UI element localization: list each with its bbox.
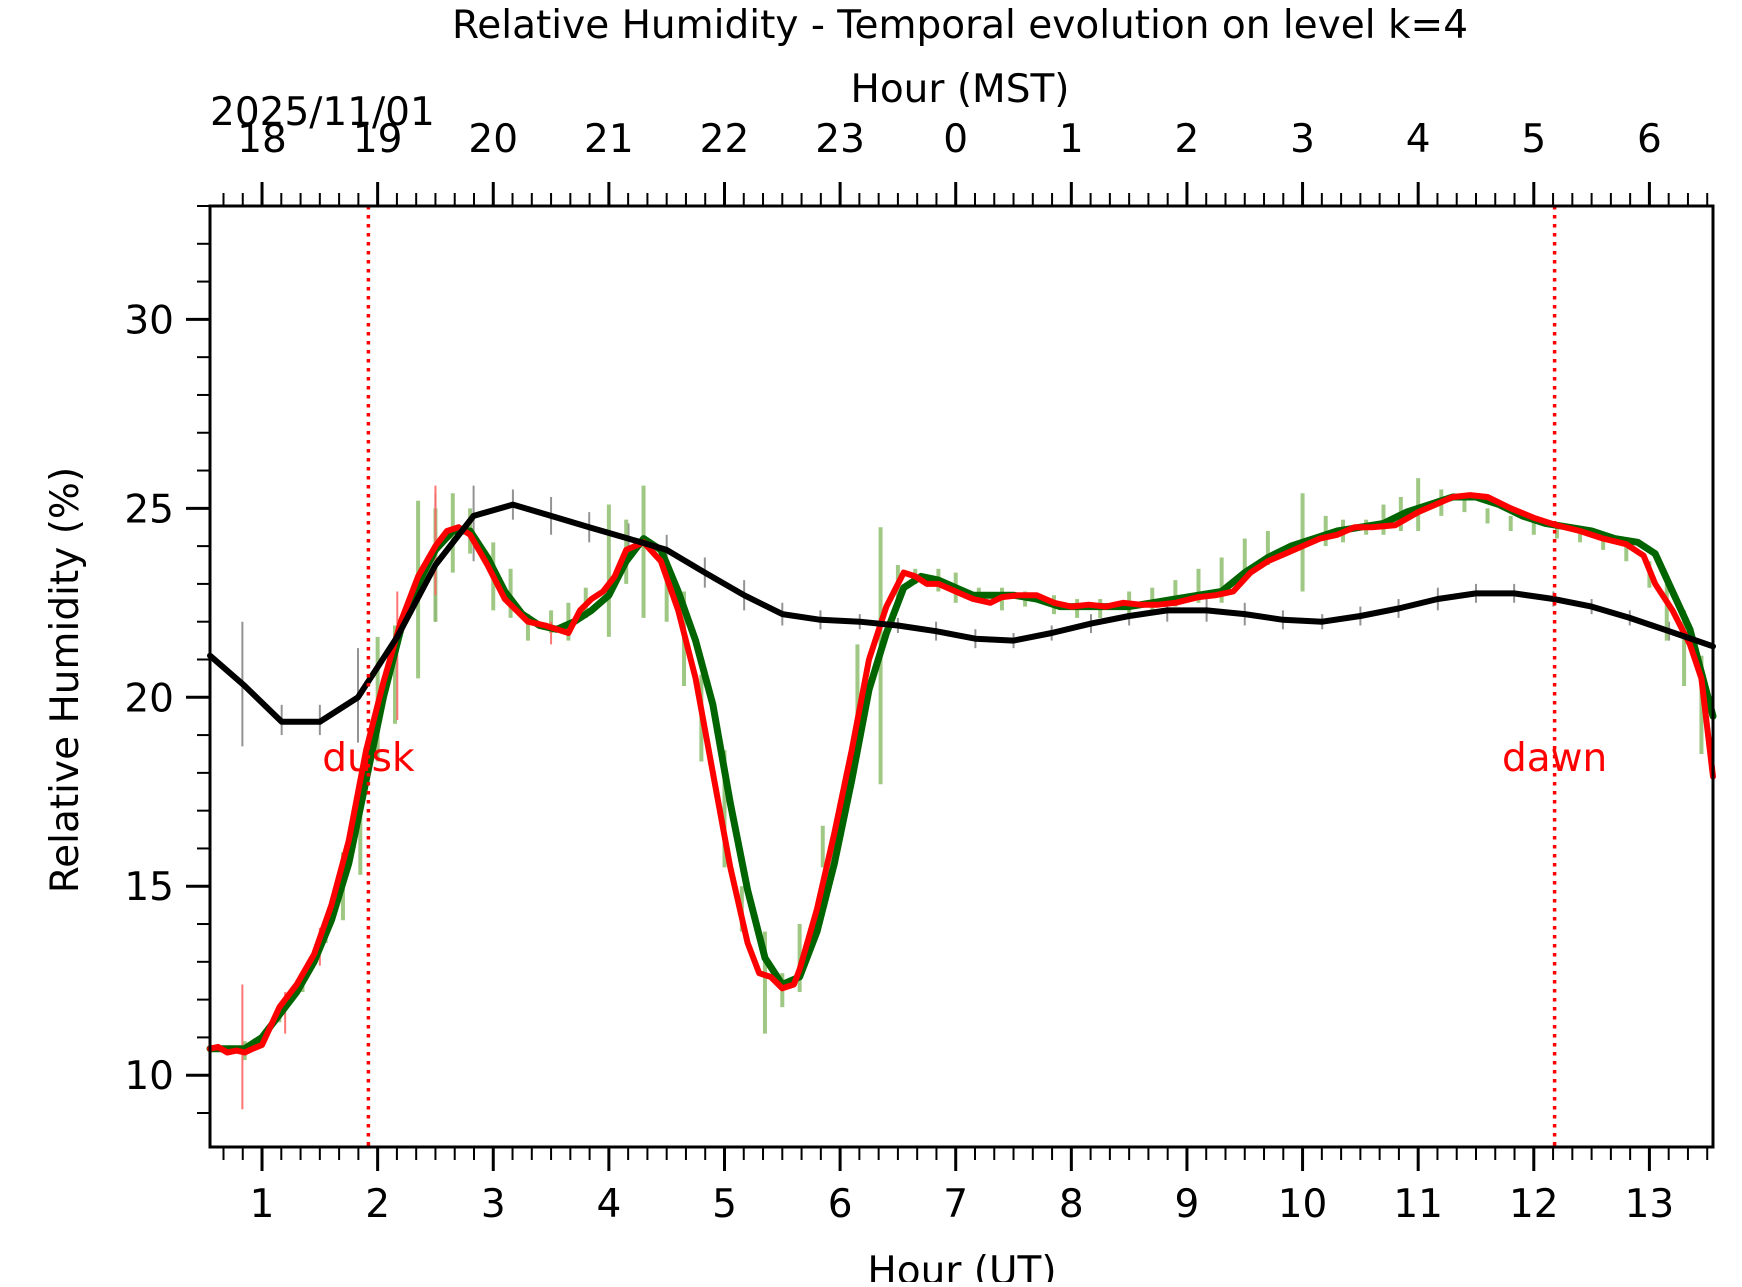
top-x-tick-label: 5: [1521, 117, 1546, 162]
y-tick-label: 15: [124, 865, 174, 910]
x-tick-label: 5: [712, 1182, 737, 1227]
top-x-tick-label: 21: [584, 117, 634, 162]
top-x-tick-label: 4: [1406, 117, 1431, 162]
model-line: [207, 501, 1716, 725]
x-tick-label: 3: [481, 1182, 506, 1227]
y-tick-label: 30: [124, 298, 174, 343]
top-x-tick-label: 19: [353, 117, 403, 162]
top-x-tick-label: 20: [468, 117, 518, 162]
y-tick-label: 20: [124, 676, 174, 721]
x-tick-label: 6: [828, 1182, 853, 1227]
top-x-tick-label: 22: [700, 117, 750, 162]
series-lines: [206, 492, 1717, 1056]
x-tick-label: 7: [943, 1182, 968, 1227]
x-tick-label: 2: [365, 1182, 390, 1227]
chart-title: Relative Humidity - Temporal evolution o…: [452, 3, 1468, 48]
date-label: 2025/11/01: [210, 90, 435, 135]
plot-frame: [208, 204, 1715, 1149]
x-tick-label: 13: [1625, 1182, 1675, 1227]
x-tick-label: 4: [596, 1182, 621, 1227]
x-tick-label: 10: [1278, 1182, 1328, 1227]
top-x-tick-label: 23: [815, 117, 865, 162]
observation-line: [207, 492, 1716, 1056]
top-x-tick-label: 6: [1637, 117, 1662, 162]
y-tick-label: 25: [124, 487, 174, 532]
top-x-tick-label: 1: [1059, 117, 1084, 162]
y-tick-label: 10: [124, 1054, 174, 1099]
top-x-axis-label: Hour (MST): [851, 67, 1070, 112]
y-axis-label: Relative Humidity (%): [43, 467, 88, 893]
annotations: dusk dawn: [322, 206, 1607, 1147]
x-tick-label: 8: [1059, 1182, 1084, 1227]
dawn-label: dawn: [1502, 736, 1607, 781]
top-x-tick-label: 0: [943, 117, 968, 162]
x-axis-label: Hour (UT): [867, 1249, 1056, 1282]
x-tick-label: 1: [250, 1182, 275, 1227]
x-tick-label: 11: [1393, 1182, 1443, 1227]
top-x-tick-label: 3: [1290, 117, 1315, 162]
top-x-tick-label: 2: [1175, 117, 1200, 162]
top-x-tick-label: 18: [237, 117, 287, 162]
x-tick-label: 9: [1175, 1182, 1200, 1227]
dusk-label: dusk: [322, 736, 415, 781]
x-tick-label: 12: [1509, 1182, 1559, 1227]
